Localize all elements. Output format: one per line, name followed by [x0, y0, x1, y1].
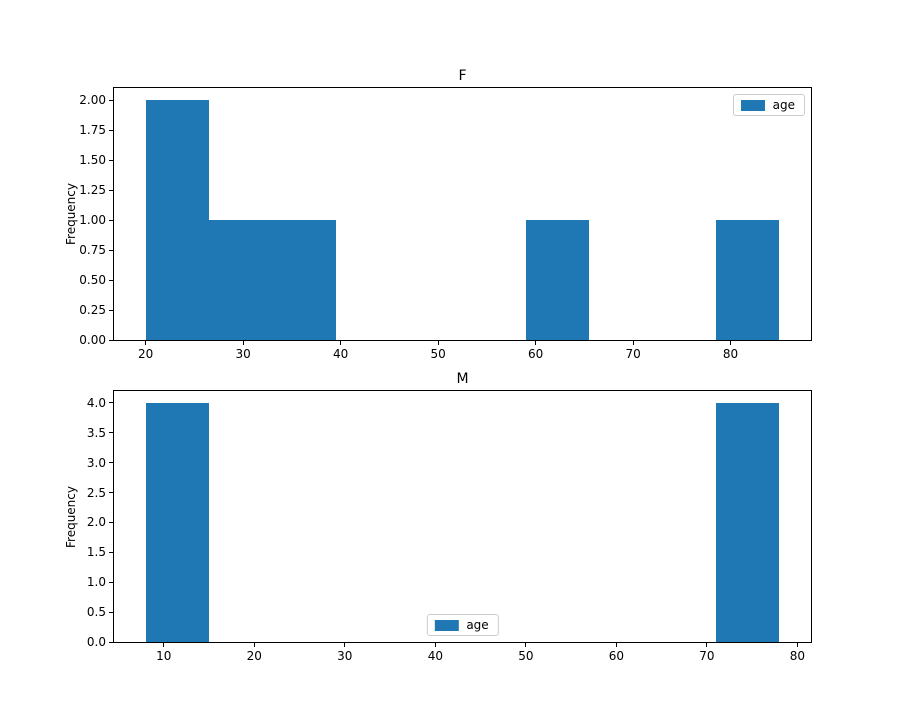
- x-tick-label: 10: [156, 649, 172, 663]
- y-tick-label: 2.00: [79, 93, 106, 107]
- y-tick: [109, 641, 113, 643]
- y-tick: [109, 249, 113, 251]
- x-tick-label: 60: [527, 347, 544, 361]
- x-tick: [615, 643, 617, 647]
- x-tick: [145, 341, 147, 345]
- plot-area: [114, 391, 811, 642]
- y-tick: [109, 339, 113, 341]
- histogram-bar: [525, 220, 590, 340]
- x-tick-label: 20: [138, 347, 154, 361]
- y-tick-label: 0.50: [79, 273, 106, 287]
- y-tick: [109, 279, 113, 281]
- y-tick: [109, 99, 113, 101]
- x-tick-label: 60: [608, 649, 625, 663]
- chart-title: F: [458, 68, 467, 84]
- histogram-bar: [715, 402, 780, 642]
- histogram-m-axes: M Frequency age 10 20 30 40 50 60 70 80 0.0 0.5 1.…: [64, 372, 812, 662]
- plot-area: [114, 88, 811, 340]
- x-tick-label: 50: [518, 649, 534, 663]
- y-tick: [109, 432, 113, 434]
- legend: age: [426, 614, 499, 636]
- histogram-f-axes: F Frequency age 20 30 40 50 60 70 80 0.00 0.25 0.…: [64, 69, 812, 360]
- y-axis-label: Frequency: [64, 183, 78, 245]
- y-tick-label: 0.00: [79, 333, 106, 347]
- x-tick-label: 70: [699, 649, 715, 663]
- x-tick: [253, 643, 255, 647]
- y-axis-label: Frequency: [64, 485, 78, 548]
- x-tick: [434, 643, 436, 647]
- legend-color-patch: [740, 99, 765, 111]
- y-tick: [109, 551, 113, 553]
- y-tick: [109, 521, 113, 523]
- histogram-bar: [715, 220, 780, 340]
- x-tick: [730, 341, 732, 345]
- legend-label: age: [772, 98, 795, 112]
- y-tick-label: 1.50: [79, 153, 106, 167]
- y-tick: [109, 129, 113, 131]
- x-tick: [706, 643, 708, 647]
- legend-color-patch: [434, 619, 459, 631]
- x-tick-label: 40: [427, 649, 443, 663]
- legend-label: age: [466, 618, 489, 632]
- x-tick: [632, 341, 634, 345]
- y-tick-label: 1.5: [86, 545, 106, 560]
- x-tick-label: 20: [246, 649, 262, 663]
- x-tick: [344, 643, 346, 647]
- y-tick-label: 1.75: [79, 123, 106, 137]
- y-tick: [109, 492, 113, 494]
- y-tick-label: 1.25: [79, 183, 106, 197]
- histogram-bar: [272, 220, 336, 340]
- y-tick: [109, 219, 113, 221]
- y-tick-label: 0.0: [86, 635, 106, 649]
- y-tick: [109, 309, 113, 311]
- y-tick: [109, 611, 113, 613]
- y-tick-label: 0.5: [86, 605, 106, 620]
- x-tick: [163, 643, 165, 647]
- x-tick-label: 70: [625, 347, 641, 361]
- y-tick: [109, 402, 113, 404]
- x-tick: [437, 341, 439, 345]
- x-tick: [525, 643, 527, 647]
- y-tick-label: 2.0: [86, 515, 106, 530]
- histogram-bar: [145, 402, 210, 642]
- histogram-bar: [145, 100, 210, 340]
- y-tick-label: 1.00: [79, 213, 106, 227]
- y-tick-label: 0.25: [79, 303, 106, 317]
- x-tick-label: 40: [333, 347, 349, 361]
- y-tick: [109, 581, 113, 583]
- y-tick-label: 3.0: [86, 455, 106, 470]
- x-tick-label: 30: [337, 649, 353, 663]
- y-tick-label: 1.0: [86, 575, 106, 590]
- x-tick-label: 30: [235, 347, 251, 361]
- y-tick: [109, 189, 113, 191]
- chart-title: M: [456, 371, 469, 387]
- y-tick-label: 4.0: [86, 395, 106, 410]
- histogram-bar: [209, 220, 273, 340]
- x-tick-label: 80: [722, 347, 739, 361]
- y-tick-label: 3.5: [86, 425, 106, 440]
- legend: age: [732, 94, 805, 116]
- x-tick: [535, 341, 537, 345]
- y-tick-label: 0.75: [79, 243, 106, 257]
- x-tick: [242, 341, 244, 345]
- x-tick-label: 50: [430, 347, 446, 361]
- y-tick: [109, 462, 113, 464]
- x-tick: [340, 341, 342, 345]
- y-tick: [109, 159, 113, 161]
- y-tick-label: 2.5: [86, 485, 106, 500]
- x-tick-label: 80: [789, 649, 806, 663]
- x-tick: [796, 643, 798, 647]
